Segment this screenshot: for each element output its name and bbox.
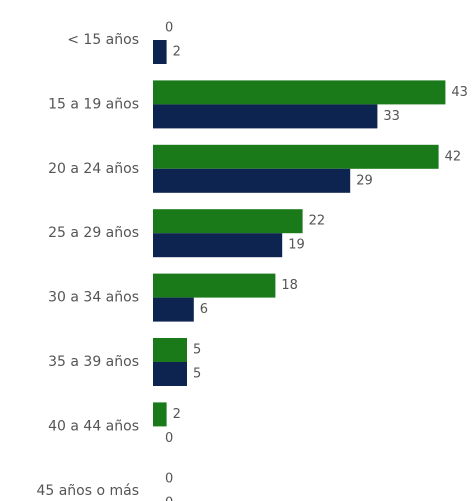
data-label: 5 [193, 343, 201, 358]
bar-green [153, 338, 187, 362]
category-label: 25 a 29 años [48, 225, 139, 241]
category-label: 40 a 44 años [48, 418, 139, 434]
category-label: 30 a 34 años [48, 290, 139, 306]
bar-navy [153, 104, 378, 129]
data-label: 43 [451, 85, 468, 100]
category-label: 35 a 39 años [48, 354, 139, 370]
bar-green [153, 80, 446, 105]
data-label: 6 [200, 302, 208, 317]
data-label: 22 [309, 214, 326, 229]
category-label: < 15 años [67, 32, 139, 48]
bar-green [153, 273, 276, 298]
data-label: 18 [281, 278, 298, 293]
bar-navy [153, 362, 187, 386]
data-label: 2 [173, 407, 181, 422]
bar-navy [153, 297, 194, 322]
data-label: 19 [288, 238, 305, 253]
bar-green [153, 402, 167, 427]
category-label: 15 a 19 años [48, 96, 139, 112]
data-label: 2 [173, 45, 181, 60]
data-label: 29 [356, 173, 373, 188]
bar-green [153, 144, 439, 169]
data-label: 0 [165, 431, 173, 446]
bar-green [153, 209, 303, 234]
data-label: 42 [445, 149, 462, 164]
data-label: 5 [193, 367, 201, 382]
data-label: 33 [383, 109, 400, 124]
bar-navy [153, 233, 283, 258]
data-label: 0 [165, 495, 173, 501]
bar-navy [153, 168, 351, 193]
category-label: 45 años o más [36, 483, 139, 499]
category-label: 20 a 24 años [48, 161, 139, 177]
data-label: 0 [165, 471, 173, 486]
data-label: 0 [165, 21, 173, 36]
bar-navy [153, 40, 167, 64]
